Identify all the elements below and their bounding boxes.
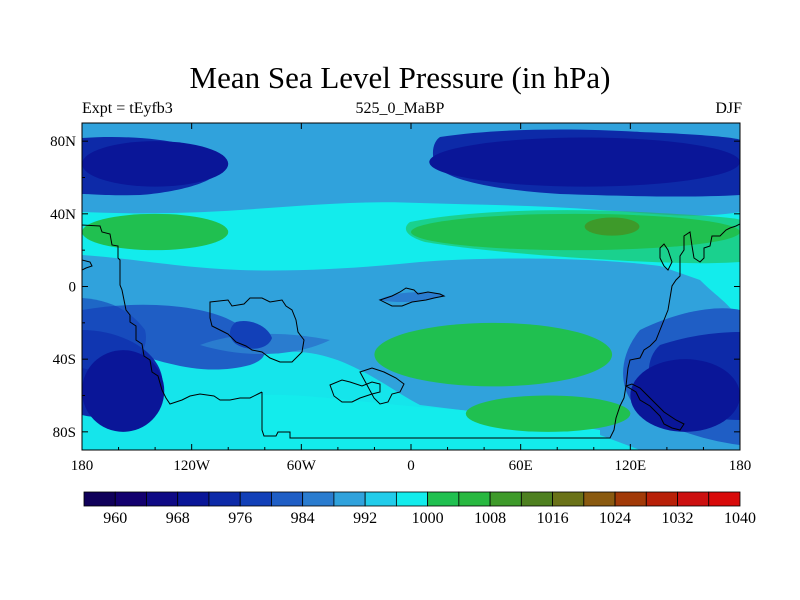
colorbar-label: 1000 bbox=[412, 510, 444, 527]
colorbar-swatch bbox=[333, 491, 366, 507]
colorbar-swatch bbox=[302, 491, 335, 507]
colorbar-swatch bbox=[677, 491, 710, 507]
antarctic-island-outline bbox=[329, 379, 381, 403]
contour-region-7 bbox=[374, 322, 613, 387]
colorbar-swatch bbox=[364, 491, 397, 507]
colorbar-swatch bbox=[208, 491, 241, 507]
chart-title: Mean Sea Level Pressure (in hPa) bbox=[189, 60, 611, 95]
colorbar-swatch bbox=[114, 491, 147, 507]
colorbar-swatch bbox=[583, 491, 616, 507]
contour-low-sa bbox=[230, 320, 272, 349]
y-tick-label: 80S bbox=[53, 425, 76, 441]
contour-region-2 bbox=[429, 137, 740, 187]
antarctic-island-outline-2 bbox=[359, 367, 405, 405]
colorbar-swatch bbox=[395, 491, 429, 507]
colorbar-label: 1016 bbox=[537, 510, 569, 527]
colorbar-swatch bbox=[489, 491, 522, 507]
y-axis: 80N 40N 0 40S 80S bbox=[50, 134, 740, 441]
colorbar-label: 976 bbox=[228, 510, 252, 527]
colorbar-swatch bbox=[614, 491, 647, 507]
contour-region-3 bbox=[82, 350, 165, 432]
contour-region-5 bbox=[82, 213, 229, 251]
y-tick-label: 0 bbox=[69, 280, 77, 296]
colorbar-label: 1040 bbox=[724, 510, 756, 527]
america-coastline bbox=[82, 224, 263, 405]
colorbar: 960 968 976 984 992 1000 1008 1016 1024 1032 1040 bbox=[83, 491, 756, 527]
run-label: 525_0_MaBP bbox=[355, 100, 445, 117]
colorbar-swatch bbox=[520, 491, 553, 507]
colorbar-swatch bbox=[271, 491, 304, 507]
colorbar-swatch bbox=[177, 491, 210, 507]
x-tick-label: 120E bbox=[614, 458, 646, 474]
contour-region-4 bbox=[630, 359, 740, 432]
colorbar-label: 968 bbox=[166, 510, 190, 527]
contour-region-8 bbox=[465, 395, 631, 432]
contour-band-1000 bbox=[260, 394, 600, 450]
y-tick-label: 80N bbox=[50, 134, 76, 150]
colorbar-label: 1008 bbox=[474, 510, 506, 527]
y-tick-label: 40S bbox=[53, 352, 76, 368]
experiment-label: Expt = tEyfb3 bbox=[82, 100, 173, 117]
season-label: DJF bbox=[715, 100, 742, 117]
x-tick-label: 120W bbox=[173, 458, 211, 474]
x-tick-label: 60W bbox=[287, 458, 317, 474]
x-tick-label: 0 bbox=[407, 458, 415, 474]
colorbar-label: 992 bbox=[353, 510, 377, 527]
colorbar-swatch bbox=[427, 491, 460, 507]
south-america-inner-outline bbox=[209, 297, 305, 363]
contour-region-1 bbox=[82, 141, 229, 187]
colorbar-swatch bbox=[239, 491, 272, 507]
southern-coast-outline bbox=[624, 383, 685, 431]
colorbar-swatch bbox=[552, 491, 585, 507]
contour-region-6 bbox=[411, 213, 740, 251]
coast-segment-nw bbox=[82, 259, 93, 271]
x-tick-label: 60E bbox=[509, 458, 533, 474]
colorbar-label: 960 bbox=[103, 510, 127, 527]
map-plot-area bbox=[82, 123, 740, 450]
colorbar-label: 1024 bbox=[599, 510, 631, 527]
x-tick-label: 180 bbox=[729, 458, 752, 474]
y-tick-label: 40N bbox=[50, 207, 76, 223]
colorbar-swatch bbox=[458, 491, 491, 507]
island-outline-east bbox=[659, 243, 673, 271]
x-axis: 180 120W 60W 0 60E 120E 180 bbox=[71, 123, 752, 474]
x-tick-label: 180 bbox=[71, 458, 94, 474]
colorbar-swatch bbox=[645, 491, 678, 507]
continent-outlines bbox=[82, 223, 740, 439]
contour-region-9 bbox=[584, 217, 640, 236]
colorbar-label: 1032 bbox=[662, 510, 694, 527]
colorbar-swatch bbox=[83, 491, 116, 507]
asia-africa-coastline bbox=[261, 223, 740, 439]
small-island-outline bbox=[378, 287, 446, 307]
colorbar-label: 984 bbox=[291, 510, 315, 527]
colorbar-swatch bbox=[708, 491, 741, 507]
colorbar-swatch bbox=[146, 491, 179, 507]
